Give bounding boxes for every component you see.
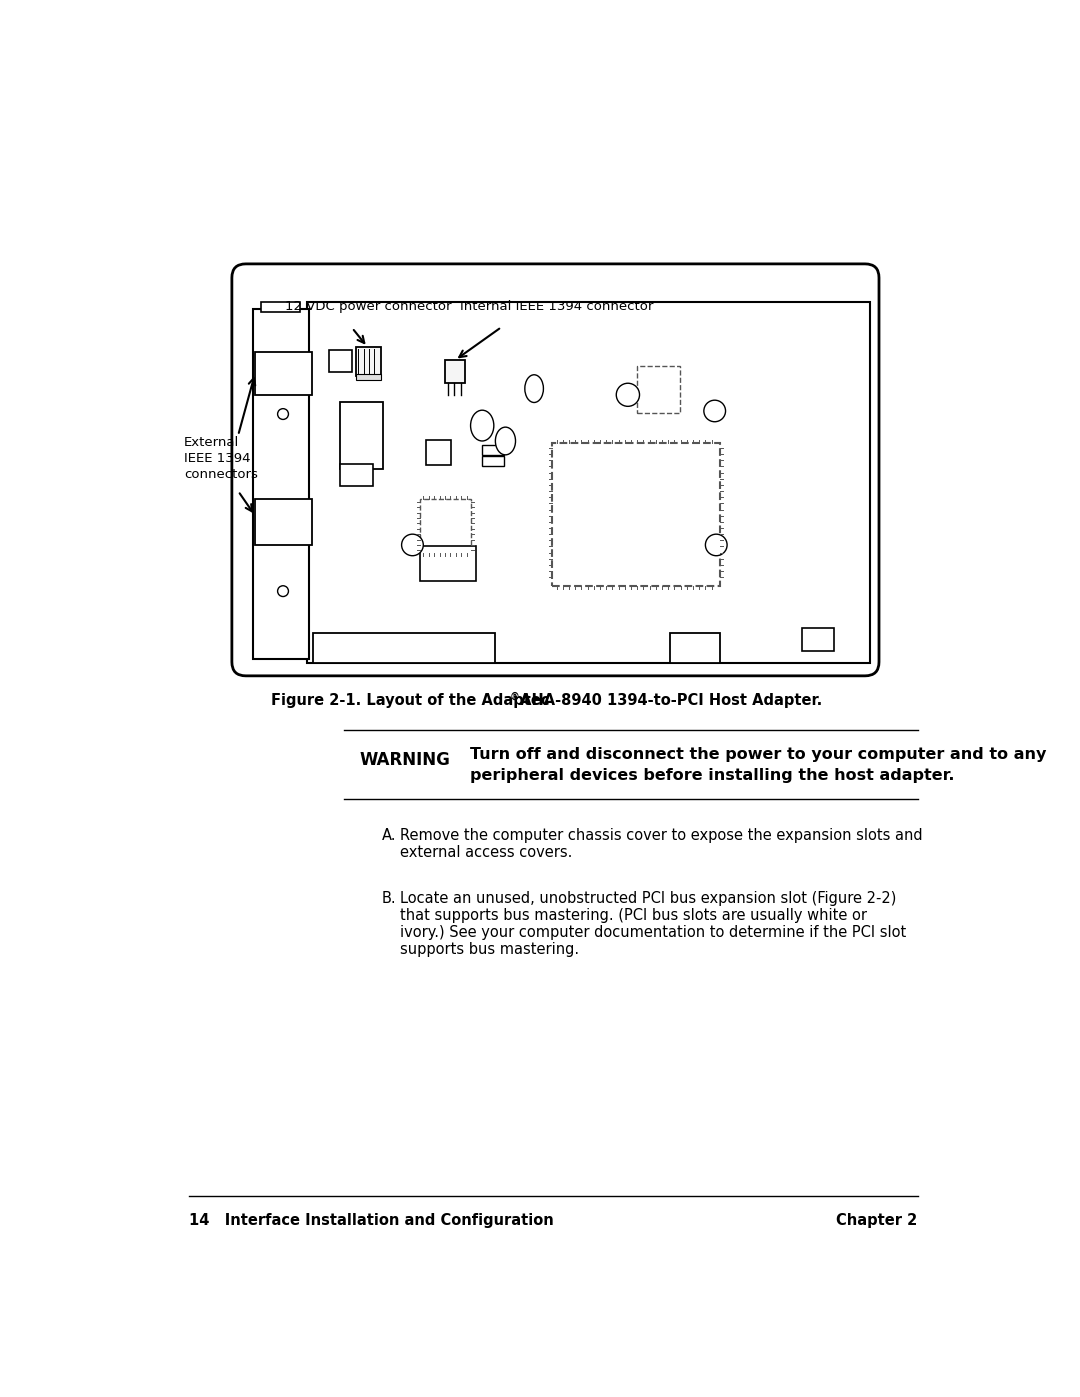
Bar — [670, 633, 720, 662]
Text: B.: B. — [381, 891, 396, 907]
Bar — [253, 309, 309, 659]
Bar — [307, 302, 869, 662]
Text: peripheral devices before installing the host adapter.: peripheral devices before installing the… — [470, 768, 955, 784]
Text: External
IEEE 1394
connectors: External IEEE 1394 connectors — [184, 436, 258, 481]
Text: Chapter 2: Chapter 2 — [837, 1213, 918, 1228]
Bar — [445, 360, 465, 383]
Bar — [637, 366, 679, 414]
Bar — [801, 629, 834, 651]
Text: AHA-8940 1394-to-PCI Host Adapter.: AHA-8940 1394-to-PCI Host Adapter. — [515, 693, 822, 708]
Bar — [255, 499, 312, 545]
Text: WARNING: WARNING — [360, 750, 450, 768]
Bar — [313, 633, 496, 662]
Bar — [340, 402, 383, 469]
Text: Locate an unused, unobstructed PCI bus expansion slot (Figure 2-2): Locate an unused, unobstructed PCI bus e… — [400, 891, 896, 907]
Circle shape — [278, 585, 288, 597]
FancyBboxPatch shape — [232, 264, 879, 676]
Bar — [552, 443, 720, 585]
Bar — [420, 546, 476, 581]
Circle shape — [705, 534, 727, 556]
Text: that supports bus mastering. (PCI bus slots are usually white or: that supports bus mastering. (PCI bus sl… — [400, 908, 867, 923]
Text: ®: ® — [510, 692, 519, 701]
Bar — [356, 374, 380, 380]
Bar — [482, 444, 504, 455]
Bar — [482, 457, 504, 467]
Bar — [328, 351, 352, 372]
Bar — [427, 440, 451, 465]
Bar — [340, 464, 373, 486]
Text: 14   Interface Installation and Configuration: 14 Interface Installation and Configurat… — [189, 1213, 554, 1228]
Circle shape — [704, 400, 726, 422]
Text: Figure 2-1. Layout of the Adaptec: Figure 2-1. Layout of the Adaptec — [271, 693, 549, 708]
Text: external access covers.: external access covers. — [400, 845, 572, 861]
Ellipse shape — [525, 374, 543, 402]
Text: Internal IEEE 1394 connector: Internal IEEE 1394 connector — [460, 300, 653, 313]
Circle shape — [617, 383, 639, 407]
Bar — [255, 352, 312, 395]
Circle shape — [402, 534, 423, 556]
Ellipse shape — [471, 411, 494, 441]
Circle shape — [278, 409, 288, 419]
Ellipse shape — [496, 427, 515, 455]
Text: A.: A. — [381, 828, 396, 844]
Text: 12 VDC power connector: 12 VDC power connector — [284, 300, 451, 313]
Text: Turn off and disconnect the power to your computer and to any: Turn off and disconnect the power to you… — [470, 746, 1047, 761]
Bar — [261, 302, 300, 312]
Text: supports bus mastering.: supports bus mastering. — [400, 942, 579, 957]
Bar — [356, 346, 380, 376]
Text: ivory.) See your computer documentation to determine if the PCI slot: ivory.) See your computer documentation … — [400, 925, 906, 940]
Bar — [420, 499, 471, 553]
Text: Remove the computer chassis cover to expose the expansion slots and: Remove the computer chassis cover to exp… — [400, 828, 922, 844]
